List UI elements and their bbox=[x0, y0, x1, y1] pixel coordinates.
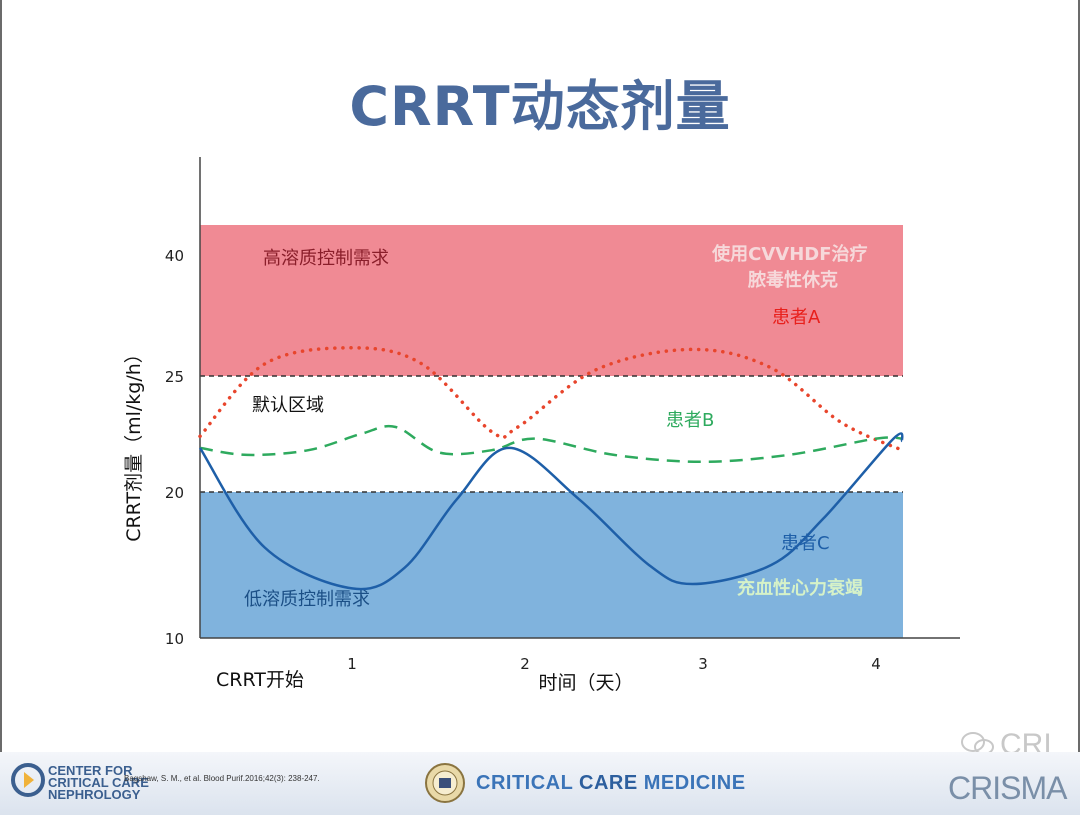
x-tick-label: 3 bbox=[698, 655, 708, 673]
crrt-start-label: CRRT开始 bbox=[216, 669, 304, 691]
sepsis-label-line1: 使用CVVHDF治疗 bbox=[711, 243, 867, 265]
low-demand-label: 低溶质控制需求 bbox=[244, 589, 370, 610]
default-zone-label: 默认区域 bbox=[252, 395, 324, 416]
x-tick-label: 4 bbox=[871, 655, 881, 673]
crisma-logo-text: CRISMA bbox=[948, 770, 1067, 806]
slide-border-right bbox=[1078, 0, 1080, 760]
citation: Bagshaw, S. M., et al. Blood Purif.2016;… bbox=[124, 774, 320, 783]
sepsis-label-line2: 脓毒性休克 bbox=[747, 269, 838, 291]
university-seal-icon bbox=[425, 763, 465, 803]
low-demand-band bbox=[200, 492, 903, 638]
ccn-line1: CENTER FOR bbox=[48, 763, 133, 778]
patient-a-label: 患者A bbox=[772, 307, 821, 328]
y-tick-label: 20 bbox=[165, 484, 184, 502]
footer: CENTER FOR CRITICAL CARE NEPHROLOGY Bags… bbox=[0, 752, 1080, 815]
y-tick-label: 10 bbox=[165, 630, 184, 648]
ccm-part2: CARE bbox=[579, 772, 638, 794]
high-demand-band bbox=[200, 225, 903, 376]
series-layer bbox=[198, 346, 904, 591]
chf-label: 充血性心力衰竭 bbox=[737, 577, 863, 599]
x-tick-label: 2 bbox=[520, 655, 530, 673]
x-axis-label: 时间（天） bbox=[538, 672, 633, 694]
ccn-logo-icon bbox=[11, 763, 45, 797]
ccn-logo-text: CENTER FOR CRITICAL CARE NEPHROLOGY bbox=[48, 763, 149, 802]
ccm-logo-text: CRITICAL CARE MEDICINE bbox=[476, 772, 746, 795]
y-tick-label: 40 bbox=[165, 247, 184, 265]
y-tick-label: 25 bbox=[165, 368, 184, 386]
patient-c-label: 患者C bbox=[781, 533, 830, 554]
ccn-line3: NEPHROLOGY bbox=[48, 787, 141, 802]
patient-a-line bbox=[198, 346, 904, 452]
x-tick-label: 1 bbox=[347, 655, 357, 673]
ccm-part3: MEDICINE bbox=[637, 772, 746, 794]
patient-b-line bbox=[199, 424, 903, 464]
patient-c-line bbox=[198, 432, 904, 591]
patient-b-label: 患者B bbox=[666, 410, 714, 431]
y-axis-label: CRRT剂量（ml/kg/h） bbox=[123, 344, 145, 542]
dose-chart: 40 25 20 10 1 2 3 4 CRRT开始 时间（天） CRRT剂量（… bbox=[123, 157, 960, 694]
slide-title: CRRT动态剂量 bbox=[349, 75, 731, 138]
sepsis-label: 使用CVVHDF治疗 脓毒性休克 bbox=[711, 243, 874, 291]
high-demand-label: 高溶质控制需求 bbox=[263, 248, 389, 269]
slide-border-left bbox=[0, 0, 2, 815]
ccm-part1: CRITICAL bbox=[476, 772, 580, 794]
ccn-line2: CRITICAL CARE bbox=[48, 775, 149, 790]
